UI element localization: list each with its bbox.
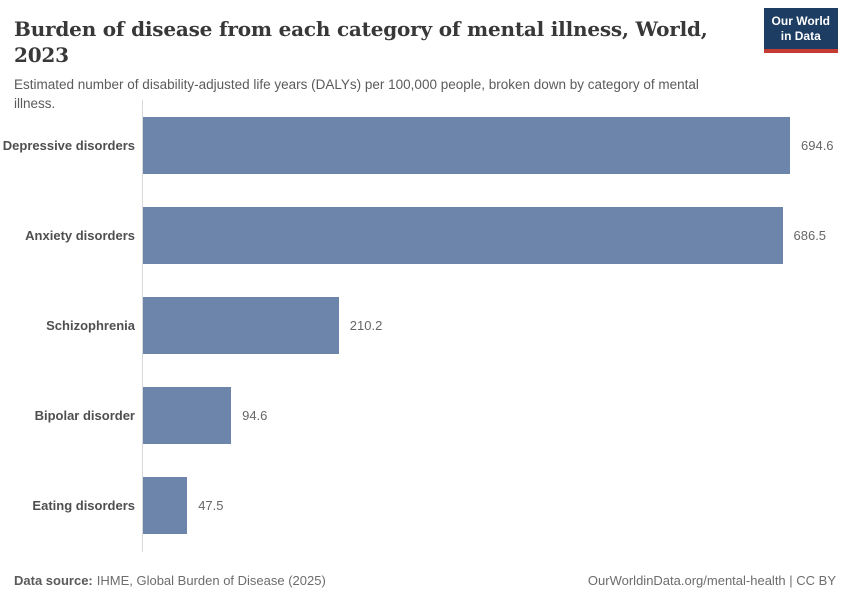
owid-logo-line2: in Data — [780, 29, 821, 43]
value-label: 94.6 — [242, 407, 268, 423]
category-label: Anxiety disorders — [25, 227, 135, 243]
bar-row: Schizophrenia 210.2 — [0, 280, 850, 370]
value-label: 686.5 — [793, 227, 827, 243]
owid-logo[interactable]: Our World in Data — [763, 8, 838, 53]
category-label: Schizophrenia — [46, 317, 135, 333]
bar-row: Bipolar disorder 94.6 — [0, 370, 850, 460]
data-source: Data source: IHME, Global Burden of Disea… — [14, 573, 326, 588]
chart-footer: Data source: IHME, Global Burden of Disea… — [14, 573, 836, 588]
category-label: Bipolar disorder — [34, 407, 135, 423]
value-label: 210.2 — [349, 317, 383, 333]
category-label: Depressive disorders — [2, 137, 135, 153]
attribution-link[interactable]: OurWorldinData.org/mental-health | CC BY — [587, 573, 836, 588]
bar-row: Anxiety disorders 686.5 — [0, 190, 850, 280]
chart-subtitle: Estimated number of disability-adjusted … — [14, 77, 699, 111]
bar-area: 47.5 — [143, 460, 850, 550]
bar[interactable] — [143, 476, 188, 534]
bar-area: 94.6 — [143, 370, 850, 460]
bar[interactable] — [143, 206, 783, 264]
data-source-value: IHME, Global Burden of Disease (2025) — [96, 573, 326, 588]
owid-logo-line1: Our World — [771, 14, 830, 28]
bar-rows: Depressive disorders 694.6 Anxiety disor… — [0, 100, 850, 550]
bar-area: 694.6 — [143, 100, 850, 190]
bar[interactable] — [143, 116, 790, 174]
category-label: Eating disorders — [32, 497, 135, 513]
bar-chart: Depressive disorders 694.6 Anxiety disor… — [0, 100, 850, 552]
value-label: 694.6 — [801, 137, 834, 153]
bar-row: Eating disorders 47.5 — [0, 460, 850, 550]
y-axis-line — [142, 100, 143, 552]
bar[interactable] — [143, 386, 232, 444]
bar[interactable] — [143, 296, 339, 354]
value-label: 47.5 — [198, 497, 224, 513]
data-source-label: Data source: — [14, 573, 93, 588]
bar-area: 686.5 — [143, 190, 850, 280]
bar-row: Depressive disorders 694.6 — [0, 100, 850, 190]
chart-header: Burden of disease from each category of … — [0, 0, 850, 113]
chart-title: Burden of disease from each category of … — [14, 17, 708, 67]
bar-area: 210.2 — [143, 280, 850, 370]
